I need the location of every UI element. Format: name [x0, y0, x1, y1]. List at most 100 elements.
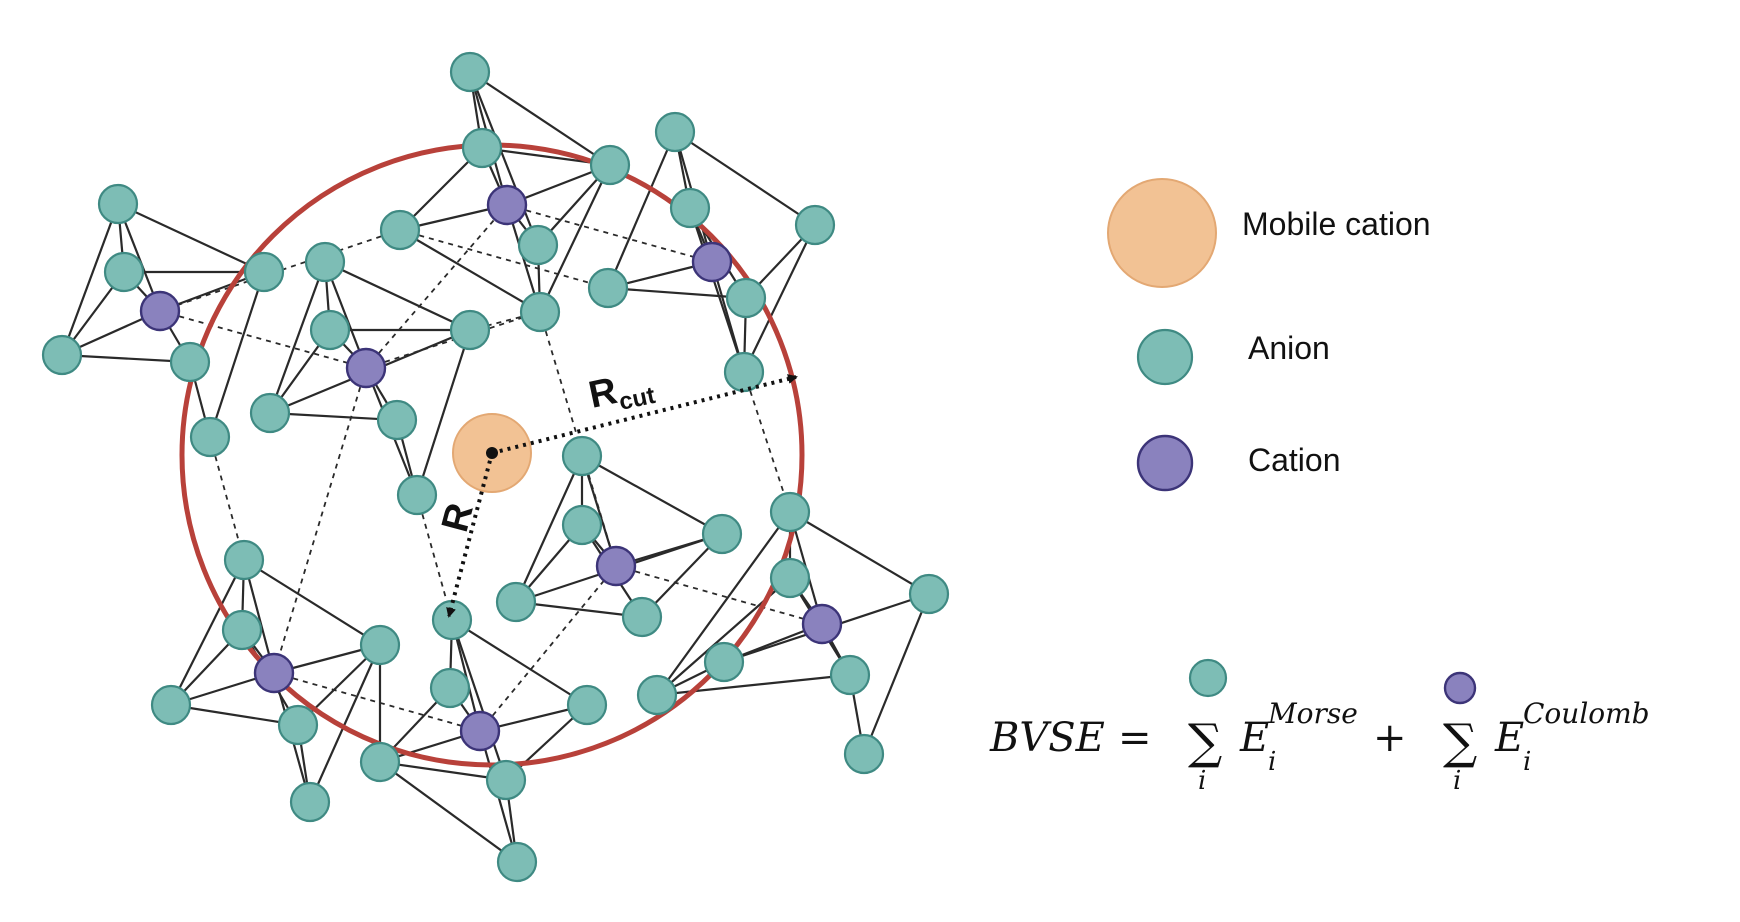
bond-line: [415, 329, 472, 496]
anion-atom: [97, 183, 139, 225]
eq-term2-sup: Coulomb: [1523, 697, 1650, 730]
bond-line: [324, 261, 471, 331]
anion-atom: [461, 127, 503, 169]
anion-atom: [561, 504, 603, 546]
anion-atom: [496, 841, 538, 883]
anion-atom: [794, 204, 836, 246]
bond-line: [451, 619, 588, 706]
bond-line: [399, 229, 541, 313]
legend-cation-swatch: [1136, 434, 1194, 492]
anion-atom: [223, 539, 265, 581]
bond-line: [170, 559, 245, 706]
eq-term2-sub: i: [1523, 747, 1531, 777]
anion-atom: [449, 51, 491, 93]
anion-atom: [309, 309, 351, 351]
anion-atom: [277, 704, 319, 746]
bond-line: [607, 286, 747, 300]
anion-atom: [669, 187, 711, 229]
anion-atom: [304, 241, 346, 283]
eq-anion-icon: [1188, 658, 1228, 698]
anion-atom: [561, 435, 603, 477]
cation-atom: [691, 241, 733, 283]
bond-line: [468, 71, 540, 246]
bond-line: [308, 644, 382, 803]
bond-line: [450, 619, 508, 781]
bond-line: [862, 593, 931, 755]
cation-atom: [595, 545, 637, 587]
bond-line: [743, 224, 816, 373]
anion-atom: [249, 392, 291, 434]
cation-atom: [345, 347, 387, 389]
anion-atom: [376, 399, 418, 441]
r-label: R: [434, 499, 482, 536]
eq-sum2-index: i: [1453, 766, 1461, 796]
anion-atom: [221, 609, 263, 651]
bond-line: [379, 760, 507, 782]
legend-mobile-cation-swatch: [1107, 178, 1217, 288]
eq-sum1-index: i: [1198, 766, 1206, 796]
rcut-label-main: R: [585, 370, 621, 417]
anion-atom: [103, 251, 145, 293]
anion-atom: [431, 599, 473, 641]
anion-atom: [359, 741, 401, 783]
eq-sum1: ∑: [1188, 714, 1222, 770]
legend-anion-swatch: [1136, 328, 1194, 386]
cation-atom: [253, 652, 295, 694]
anion-atom: [654, 111, 696, 153]
dashed-bond-line: [159, 229, 401, 312]
eq-term1-base: E: [1239, 715, 1269, 761]
dashed-bond-line: [209, 436, 245, 561]
anion-atom: [589, 144, 631, 186]
dashed-bond-line: [743, 371, 791, 513]
bond-line: [539, 164, 611, 313]
anion-atom: [519, 291, 561, 333]
anion-atom: [566, 684, 608, 726]
bond-line: [515, 600, 643, 619]
anion-atom: [396, 474, 438, 516]
eq-equals: =: [1118, 715, 1152, 761]
anion-atom: [41, 334, 83, 376]
bond-line: [581, 455, 723, 535]
cation-atom: [139, 290, 181, 332]
anion-atom: [725, 277, 767, 319]
legend-anion-label: Anion: [1248, 330, 1330, 366]
cation-atom: [486, 184, 528, 226]
center-dot: [486, 447, 498, 459]
anion-atom: [243, 251, 285, 293]
bond-line: [269, 411, 398, 422]
cation-atom: [801, 603, 843, 645]
anion-atom: [769, 491, 811, 533]
bond-line: [674, 131, 816, 226]
anion-atom: [703, 641, 745, 683]
bond-line: [170, 703, 299, 727]
anion-atom: [449, 309, 491, 351]
bond-line: [379, 761, 518, 863]
anion-atom: [189, 416, 231, 458]
anion-atom: [289, 781, 331, 823]
bond-line: [469, 71, 611, 166]
legend-symbols: [1107, 178, 1217, 492]
bvse-equation: BVSE = ∑ i E Morse i + ∑ i E Coulomb i: [989, 658, 1650, 796]
eq-term2-base: E: [1494, 715, 1524, 761]
anion-atom: [621, 596, 663, 638]
bond-line: [117, 203, 265, 273]
bond-line: [268, 261, 327, 414]
dashed-bond-line: [416, 494, 453, 621]
bond-line: [61, 353, 191, 364]
anion-atom: [485, 759, 527, 801]
eq-term1-sup: Morse: [1267, 697, 1358, 730]
bond-line: [606, 131, 677, 289]
anion-atom: [495, 581, 537, 623]
eq-lhs: BVSE: [989, 715, 1105, 761]
anion-atom: [150, 684, 192, 726]
anion-atom: [379, 209, 421, 251]
atoms: [41, 51, 950, 883]
anion-atom: [169, 341, 211, 383]
anion-atom: [359, 624, 401, 666]
eq-cation-icon: [1443, 671, 1477, 705]
anion-atom: [829, 654, 871, 696]
eq-sum2: ∑: [1443, 714, 1477, 770]
anion-atom: [908, 573, 950, 615]
bond-line: [60, 203, 120, 356]
bond-line: [656, 511, 791, 696]
